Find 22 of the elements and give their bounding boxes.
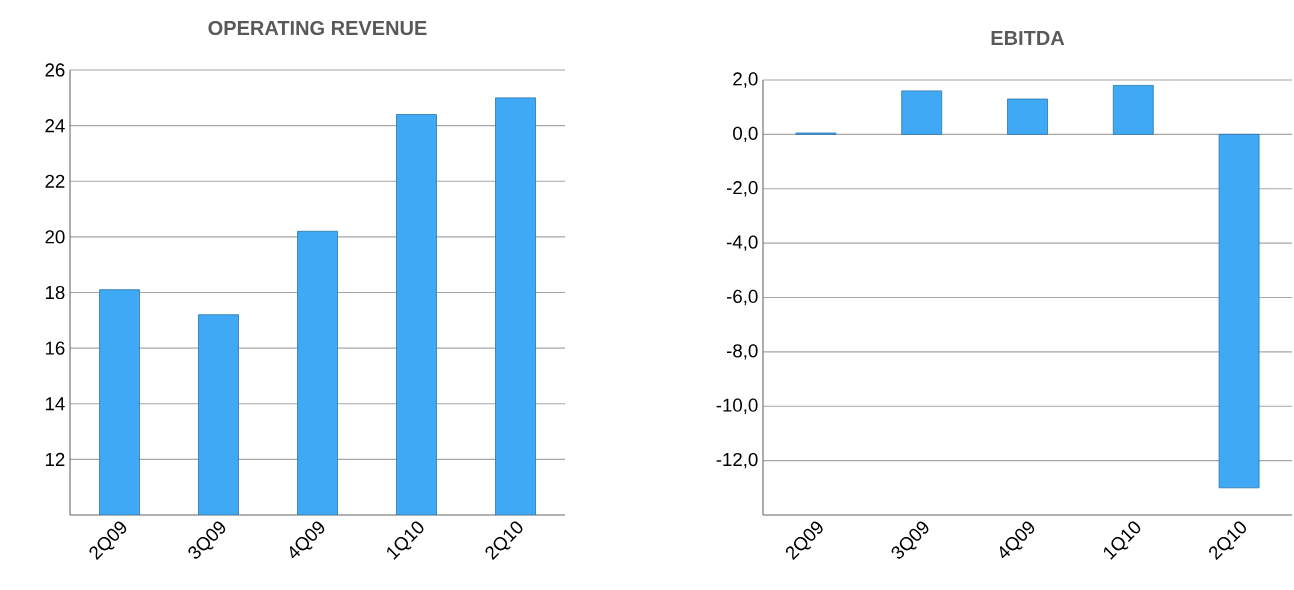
y-tick-label: 18: [45, 285, 65, 300]
y-tick-label: -4,0: [726, 235, 758, 251]
y-tick-label: 16: [45, 341, 65, 355]
chart-title: OPERATING REVENUE: [208, 20, 427, 36]
y-tick-label: -8,0: [726, 344, 758, 360]
y-tick-label: 24: [45, 119, 65, 133]
y-tick-label: 2,0: [733, 72, 758, 88]
bar: [901, 90, 943, 135]
y-tick-label: -10,0: [716, 398, 758, 414]
y-tick-label: 0,0: [733, 126, 758, 143]
y-tick-label: -12,0: [716, 452, 758, 469]
bar: [1007, 98, 1048, 135]
y-tick-label: 26: [45, 63, 65, 77]
bar: [1218, 133, 1260, 489]
y-tick-label: -2,0: [726, 181, 758, 197]
y-tick-label: 12: [45, 452, 65, 466]
y-tick-label: -6,0: [726, 289, 758, 306]
chart-title: EBITDA: [991, 31, 1065, 45]
y-tick-label: 22: [45, 174, 65, 188]
y-tick-label: 14: [45, 397, 65, 411]
y-tick-label: 20: [45, 230, 65, 244]
bar: [1112, 85, 1154, 135]
